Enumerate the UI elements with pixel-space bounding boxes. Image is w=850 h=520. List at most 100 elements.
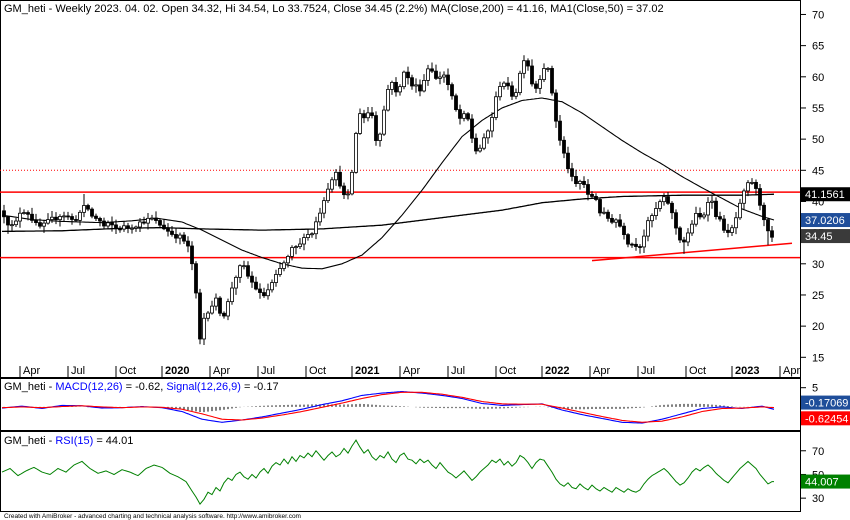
candle-down <box>174 234 178 239</box>
candle-up <box>746 182 750 192</box>
x-tick-label: 2023 <box>735 365 759 377</box>
candle-down <box>698 212 702 218</box>
y-tick-label: 25 <box>812 290 824 302</box>
candle-up <box>546 68 550 70</box>
x-tick-label: Apr <box>403 365 420 377</box>
macd-value-tag: -0.62454 <box>801 411 850 426</box>
signal-series-label: Signal(12,26,9) <box>166 381 241 393</box>
candle-down <box>218 297 222 314</box>
rsi-value-tag: 44.007 <box>801 474 850 489</box>
candle-down <box>754 181 758 189</box>
candle-up <box>226 301 230 317</box>
rsi-series-value: = 44.01 <box>93 435 133 447</box>
candle-up <box>646 220 650 237</box>
candle-up <box>274 274 278 283</box>
y-tick-label: 20 <box>812 321 824 333</box>
candle-down <box>458 109 462 119</box>
candle-up <box>58 216 62 221</box>
candle-up <box>486 130 490 139</box>
candle-down <box>114 224 118 230</box>
candle-down <box>682 239 686 243</box>
price-pane-title: GM_heti - Weekly 2023. 04. 02. Open 34.3… <box>4 3 664 15</box>
macd-pane: 5 -0.17069 -0.62454 GM_heti - MACD(12,26)… <box>0 378 850 431</box>
signal-value-tag: -0.17069 <box>801 395 850 410</box>
candle-down <box>450 84 454 97</box>
y-tick-label: 45 <box>812 165 824 177</box>
candle-down <box>714 200 718 218</box>
candle-down <box>770 230 774 238</box>
candle-up <box>202 317 206 340</box>
candle-down <box>162 224 166 230</box>
candle-down <box>618 219 622 227</box>
candle-down <box>570 168 574 177</box>
candle-up <box>82 205 86 213</box>
candle-up <box>22 212 26 214</box>
candle-up <box>654 208 658 216</box>
candle-up <box>538 79 542 89</box>
candle-down <box>674 212 678 229</box>
candle-up <box>318 212 322 223</box>
ma50-value-tag: 37.0206 <box>801 213 850 228</box>
candle-up <box>234 276 238 289</box>
candle-up <box>238 265 242 278</box>
signal-value-tag-bg <box>801 395 850 410</box>
candle-up <box>106 222 110 227</box>
candle-down <box>562 139 566 154</box>
candle-up <box>14 220 18 226</box>
candle-down <box>262 292 266 297</box>
candle-up <box>322 200 326 214</box>
candle-down <box>726 229 730 233</box>
candle-down <box>194 263 198 294</box>
candle-up <box>358 113 362 134</box>
candle-up <box>402 71 406 88</box>
candle-down <box>454 95 458 111</box>
candle-up <box>438 76 442 79</box>
y-tick-label: 15 <box>812 352 824 364</box>
x-tick-label: 2022 <box>545 365 569 377</box>
candle-down <box>258 288 262 293</box>
candle-down <box>362 113 366 119</box>
candle-down <box>246 265 250 277</box>
candle-up <box>286 255 290 264</box>
candle-down <box>406 71 410 79</box>
candle-up <box>518 72 522 94</box>
candle-up <box>334 171 338 181</box>
x-tick-label: Apr <box>783 365 800 377</box>
macd-series-label: MACD(12,26) <box>55 381 122 393</box>
x-tick-label: Jul <box>71 365 85 377</box>
rsi-title-prefix: GM_heti - <box>4 435 55 447</box>
candle-down <box>530 65 534 85</box>
candle-down <box>126 225 130 229</box>
candle-down <box>374 115 378 141</box>
candle-up <box>50 216 54 220</box>
candle-down <box>766 219 770 232</box>
candle-up <box>390 81 394 90</box>
candle-down <box>430 68 434 72</box>
candle-up <box>278 268 282 275</box>
candle-down <box>466 113 470 120</box>
candle-down <box>598 199 602 214</box>
candle-down <box>118 228 122 231</box>
candle-up <box>502 82 506 87</box>
candle-up <box>146 217 150 224</box>
rsi-pane: 305070 44.007 GM_heti - RSI(15) = 44.01 <box>0 431 850 512</box>
x-tick-label: Oct <box>499 365 516 377</box>
candle-down <box>154 217 158 221</box>
rsi-pane-title: GM_heti - RSI(15) = 44.01 <box>4 435 133 447</box>
y-tick-label: 50 <box>812 134 824 146</box>
candle-up <box>314 221 318 235</box>
candle-down <box>474 137 478 152</box>
candle-up <box>214 297 218 307</box>
candle-up <box>134 226 138 229</box>
candle-down <box>718 216 722 220</box>
x-tick-label: 2021 <box>355 365 379 377</box>
candle-up <box>398 86 402 93</box>
candle-up <box>414 84 418 87</box>
candle-up <box>738 202 742 219</box>
candle-up <box>742 190 746 204</box>
candle-up <box>346 193 350 196</box>
candle-down <box>666 196 670 204</box>
candle-up <box>294 246 298 249</box>
candle-down <box>142 221 146 224</box>
candle-down <box>594 196 598 200</box>
